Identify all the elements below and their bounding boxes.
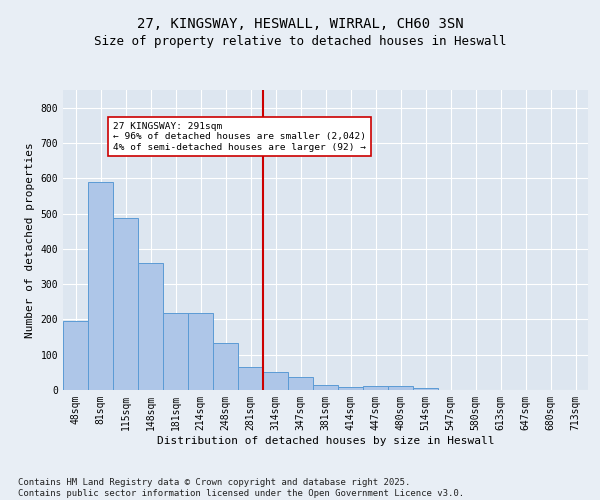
Text: Size of property relative to detached houses in Heswall: Size of property relative to detached ho… bbox=[94, 35, 506, 48]
Bar bbox=[238, 367, 263, 390]
Bar bbox=[363, 386, 388, 390]
Bar bbox=[263, 372, 288, 390]
Text: 27 KINGSWAY: 291sqm
← 96% of detached houses are smaller (2,042)
4% of semi-deta: 27 KINGSWAY: 291sqm ← 96% of detached ho… bbox=[113, 122, 366, 152]
Bar bbox=[413, 388, 438, 390]
Bar bbox=[163, 313, 188, 390]
Bar bbox=[188, 313, 213, 390]
Text: 27, KINGSWAY, HESWALL, WIRRAL, CH60 3SN: 27, KINGSWAY, HESWALL, WIRRAL, CH60 3SN bbox=[137, 18, 463, 32]
Bar bbox=[338, 387, 363, 390]
Bar bbox=[113, 218, 138, 390]
X-axis label: Distribution of detached houses by size in Heswall: Distribution of detached houses by size … bbox=[157, 436, 494, 446]
Bar bbox=[388, 386, 413, 390]
Text: Contains HM Land Registry data © Crown copyright and database right 2025.
Contai: Contains HM Land Registry data © Crown c… bbox=[18, 478, 464, 498]
Y-axis label: Number of detached properties: Number of detached properties bbox=[25, 142, 35, 338]
Bar bbox=[88, 182, 113, 390]
Bar bbox=[288, 378, 313, 390]
Bar bbox=[213, 343, 238, 390]
Bar bbox=[138, 263, 163, 390]
Bar bbox=[313, 384, 338, 390]
Bar bbox=[63, 321, 88, 390]
